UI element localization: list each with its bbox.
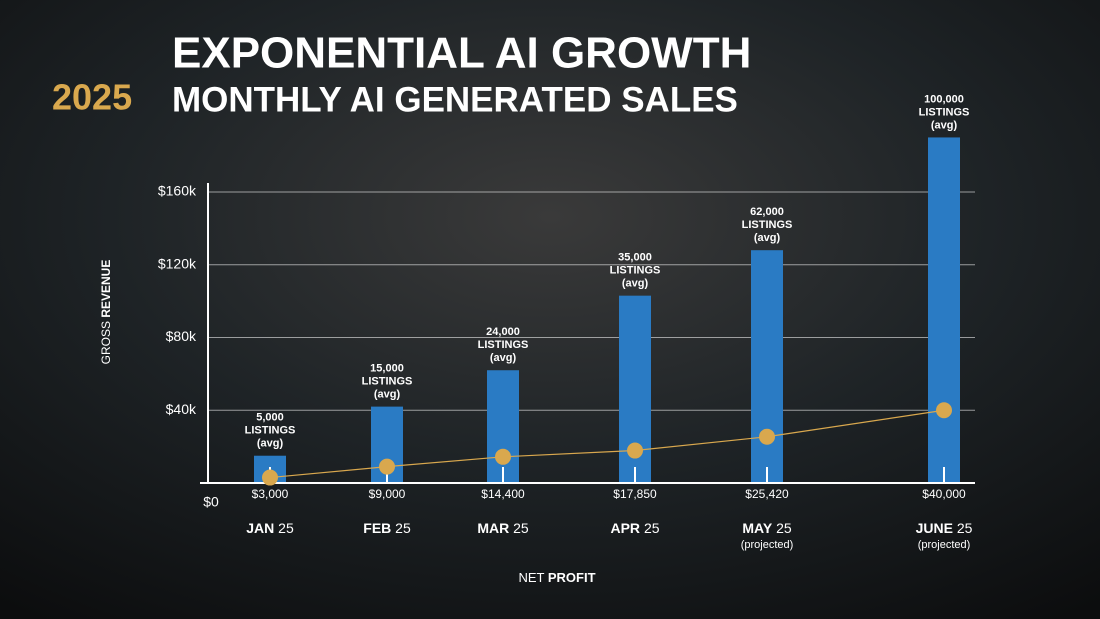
bar xyxy=(751,250,783,483)
profit-label: $9,000 xyxy=(369,487,406,501)
bar-annotation: 35,000 xyxy=(618,252,652,264)
bar-annotation: 62,000 xyxy=(750,206,784,218)
category-month: APR xyxy=(610,520,640,536)
bar-annotation: (avg) xyxy=(374,389,401,401)
category-month: FEB xyxy=(363,520,391,536)
bar-annotation: (avg) xyxy=(754,232,781,244)
category-note: (projected) xyxy=(741,539,794,551)
profit-dot xyxy=(495,448,511,465)
profit-dot xyxy=(759,428,775,445)
y-tick-label: $80k xyxy=(166,328,197,344)
category-year: 25 xyxy=(957,520,973,536)
category-month: JAN xyxy=(246,520,274,536)
x-label-light: NET xyxy=(518,570,544,585)
profit-dot xyxy=(262,469,278,486)
category-year: 25 xyxy=(278,520,294,536)
profit-line xyxy=(269,409,945,479)
x-tick-label: JUNE 25 xyxy=(916,520,973,536)
bar-annotation: LISTINGS xyxy=(919,106,970,118)
profit-label: $17,850 xyxy=(613,487,657,501)
x-tick-label: MAY 25 xyxy=(742,520,792,536)
bar-annotation: 24,000 xyxy=(486,326,520,338)
x-tick-label: MAR 25 xyxy=(477,520,529,536)
y-tick-label: $120k xyxy=(158,255,197,271)
x-axis-label: NET PROFIT xyxy=(518,570,595,585)
profit-label: $40,000 xyxy=(922,487,966,501)
profit-label: $3,000 xyxy=(252,487,289,501)
x-tick-label: JAN 25 xyxy=(246,520,294,536)
bar-annotation: (avg) xyxy=(622,278,649,290)
category-month: MAR xyxy=(477,520,509,536)
category-month: MAY xyxy=(742,520,772,536)
bar-annotation: (avg) xyxy=(257,438,284,450)
profit-label: $25,420 xyxy=(745,487,789,501)
x-label-bold: PROFIT xyxy=(548,570,596,585)
y-tick-label: $160k xyxy=(158,183,197,199)
y-label-light: GROSS xyxy=(99,321,113,364)
bar-annotation: 15,000 xyxy=(370,363,404,375)
bar-annotation: (avg) xyxy=(490,352,517,364)
category-year: 25 xyxy=(644,520,660,536)
bar-annotation: 100,000 xyxy=(924,93,964,105)
bar-annotation: LISTINGS xyxy=(478,339,529,351)
chart-title: EXPONENTIAL AI GROWTH xyxy=(172,29,751,78)
bar xyxy=(487,370,519,483)
category-month: JUNE xyxy=(916,520,953,536)
category-year: 25 xyxy=(513,520,529,536)
category-year: 25 xyxy=(395,520,411,536)
y-tick-label: $0 xyxy=(203,494,219,510)
bar-annotation: LISTINGS xyxy=(245,425,296,437)
profit-dot xyxy=(627,442,643,459)
bar-annotation: LISTINGS xyxy=(610,265,661,277)
bar-annotation: 5,000 xyxy=(256,412,284,424)
category-year: 25 xyxy=(776,520,792,536)
bar-annotation: LISTINGS xyxy=(742,219,793,231)
profit-dot xyxy=(936,402,952,419)
bar-annotation: (avg) xyxy=(931,119,958,131)
x-tick-label: APR 25 xyxy=(610,520,659,536)
bar-annotation: LISTINGS xyxy=(362,376,413,388)
x-tick-label: FEB 25 xyxy=(363,520,411,536)
profit-dot xyxy=(379,458,395,475)
y-tick-label: $40k xyxy=(166,401,197,417)
y-axis-label: GROSS REVENUE xyxy=(99,260,113,365)
year-label: 2025 xyxy=(52,77,132,118)
bar xyxy=(928,137,960,483)
profit-label: $14,400 xyxy=(481,487,525,501)
category-note: (projected) xyxy=(918,539,971,551)
y-label-bold: REVENUE xyxy=(99,260,113,318)
chart-subtitle: MONTHLY AI GENERATED SALES xyxy=(172,80,738,119)
